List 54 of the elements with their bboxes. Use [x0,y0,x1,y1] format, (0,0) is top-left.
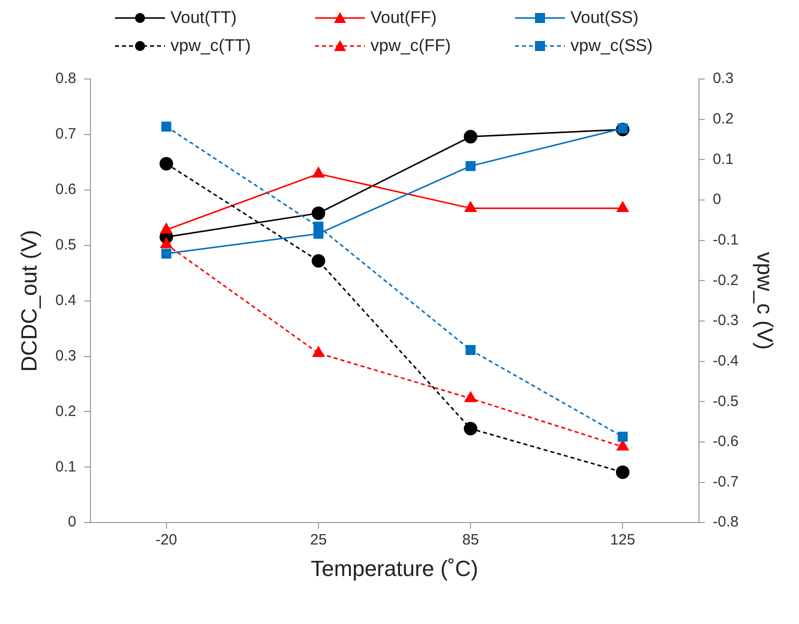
y-axis-title: DCDC_out (V) [16,230,42,372]
point [160,223,172,234]
point [312,254,326,268]
point [160,238,172,248]
point [312,206,326,220]
y2-tick-label: -0.3 [712,312,739,330]
y2-tick-label: -0.6 [712,433,739,450]
point [466,161,476,172]
point [466,345,476,355]
legend-label: vpw_c(FF) [370,36,451,56]
y2-tick-label: -0.7 [712,473,739,490]
y2-tick-label: -0.5 [712,392,739,410]
y2-tick-label: -0.4 [712,352,739,370]
y2-tick-label: -0.8 [712,514,739,531]
point [464,422,478,436]
point [160,156,174,170]
y-tick-label: 0.3 [55,347,76,364]
point [161,122,172,132]
x-axis-title: Temperature (˚C) [310,556,478,581]
x-tick-label: 25 [310,532,327,549]
point [616,201,629,212]
point [618,432,628,442]
point [161,248,172,259]
legend-label: vpw_c(SS) [570,36,653,56]
point [464,392,477,402]
y-tick-label: 0.1 [55,458,76,476]
point [312,346,324,357]
point [616,440,629,451]
y2-tick-label: -0.2 [712,272,739,289]
y2-tick-label: 0.1 [712,150,734,168]
y-tick-label: 0.5 [55,236,76,254]
y-tick-label: 0.2 [55,402,76,420]
point [616,465,630,479]
y-tick-label: 0.8 [55,70,76,88]
legend-label: Vout(SS) [570,8,639,28]
legend-label: Vout(FF) [370,8,437,28]
x-tick-label: 85 [462,532,479,549]
y2-tick-label: 0.3 [712,70,734,88]
y2-tick-label: -0.1 [712,231,739,248]
legend-label: vpw_c(TT) [170,36,251,56]
y2-axis-title: vpw_c (V) [752,252,778,350]
x-tick-label: 125 [610,532,636,549]
y2-tick-label: 0.2 [712,110,734,128]
point [312,167,324,178]
point [313,222,324,232]
point [464,130,478,144]
point [464,201,477,212]
y-tick-label: 0.4 [55,292,76,309]
x-tick-label: -20 [155,532,178,549]
y-tick-label: 0 [68,514,76,531]
legend-label: Vout(TT) [170,8,237,28]
y-tick-label: 0.7 [55,126,76,143]
y2-tick-label: 0 [712,191,722,208]
y-tick-label: 0.6 [55,181,76,198]
